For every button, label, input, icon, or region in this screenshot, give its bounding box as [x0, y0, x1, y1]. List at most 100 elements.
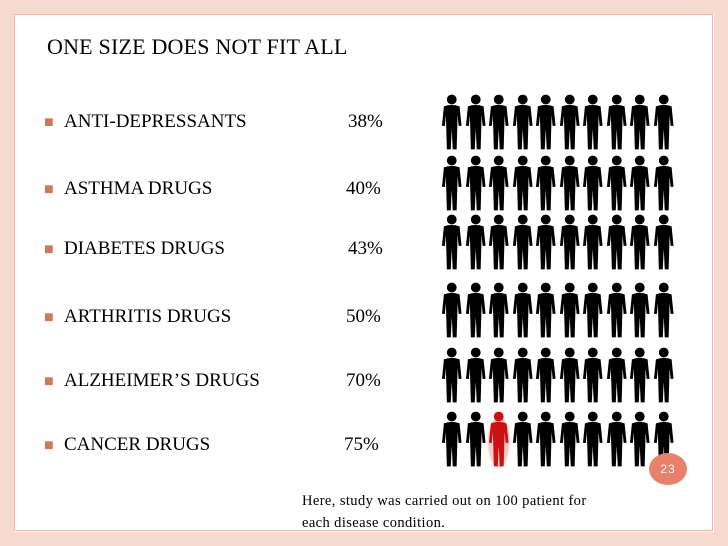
person-silhouette-icon — [629, 94, 650, 150]
inner-border-line — [14, 14, 713, 531]
person-silhouette-icon — [582, 214, 603, 270]
person-silhouette-icon — [441, 347, 462, 403]
people-row — [440, 281, 675, 339]
square-bullet-icon: ■ — [44, 373, 54, 390]
person-silhouette-icon — [629, 282, 650, 338]
person-silhouette-icon — [441, 282, 462, 338]
person-silhouette-icon — [606, 214, 627, 270]
row-diabetes-drugs: ■ DIABETES DRUGS — [44, 238, 225, 260]
person-silhouette-icon — [629, 155, 650, 211]
person-silhouette-icon — [606, 347, 627, 403]
row-anti-depressants: ■ ANTI-DEPRESSANTS — [44, 111, 247, 133]
person-silhouette-icon — [535, 347, 556, 403]
person-silhouette-icon — [465, 282, 486, 338]
person-silhouette-icon — [582, 94, 603, 150]
person-silhouette-icon — [535, 94, 556, 150]
person-silhouette-icon — [487, 411, 510, 468]
people-row — [440, 154, 675, 212]
person-silhouette-icon — [653, 282, 674, 338]
person-silhouette-icon — [512, 411, 533, 467]
square-bullet-icon: ■ — [44, 309, 54, 326]
person-silhouette-icon — [535, 411, 556, 467]
note-line: each disease condition. — [302, 515, 446, 531]
person-silhouette-icon — [488, 214, 509, 270]
row-label: CANCER DRUGS — [64, 434, 211, 455]
study-note: Here, study was carried out on 100 patie… — [302, 490, 587, 534]
row-label: DIABETES DRUGS — [64, 238, 225, 259]
person-silhouette-icon — [465, 214, 486, 270]
person-silhouette-icon — [653, 155, 674, 211]
page-number-badge: 23 — [649, 453, 687, 485]
person-silhouette-icon — [606, 411, 627, 467]
person-silhouette-icon — [559, 411, 580, 467]
border-right — [714, 0, 728, 546]
row-label: ASTHMA DRUGS — [64, 178, 213, 199]
people-row — [440, 346, 675, 404]
row-percent: 75% — [344, 434, 379, 455]
person-silhouette-icon — [606, 282, 627, 338]
person-silhouette-icon — [488, 282, 509, 338]
row-arthritis-drugs: ■ ARTHRITIS DRUGS — [44, 306, 231, 328]
row-percent: 38% — [348, 111, 383, 132]
row-percent: 50% — [346, 306, 381, 327]
row-label: ANTI-DEPRESSANTS — [64, 111, 247, 132]
border-top — [0, 0, 728, 14]
person-silhouette-icon — [535, 155, 556, 211]
person-silhouette-icon — [582, 155, 603, 211]
people-row — [440, 213, 675, 271]
border-bottom — [0, 532, 728, 546]
person-silhouette-icon — [653, 214, 674, 270]
person-silhouette-icon — [441, 94, 462, 150]
slide-title: ONE SIZE DOES NOT FIT ALL — [47, 34, 348, 59]
person-silhouette-icon — [559, 214, 580, 270]
person-silhouette-icon — [582, 411, 603, 467]
row-label: ARTHRITIS DRUGS — [64, 306, 232, 327]
person-silhouette-icon — [559, 155, 580, 211]
people-row — [440, 410, 675, 468]
person-silhouette-icon — [488, 94, 509, 150]
row-cancer-drugs: ■ CANCER DRUGS — [44, 434, 210, 456]
person-silhouette-icon — [488, 347, 509, 403]
person-silhouette-icon — [512, 282, 533, 338]
square-bullet-icon: ■ — [44, 114, 54, 131]
person-silhouette-icon — [582, 282, 603, 338]
person-silhouette-icon — [535, 214, 556, 270]
row-alzheimers-drugs: ■ ALZHEIMER’S DRUGS — [44, 370, 260, 392]
person-silhouette-icon — [629, 411, 650, 467]
square-bullet-icon: ■ — [44, 241, 54, 258]
person-silhouette-icon — [465, 155, 486, 211]
person-silhouette-icon — [653, 347, 674, 403]
person-silhouette-icon — [465, 94, 486, 150]
person-silhouette-icon — [512, 214, 533, 270]
square-bullet-icon: ■ — [44, 181, 54, 198]
person-silhouette-icon — [512, 155, 533, 211]
row-percent: 43% — [348, 238, 383, 259]
person-silhouette-icon — [606, 155, 627, 211]
person-silhouette-icon — [441, 155, 462, 211]
square-bullet-icon: ■ — [44, 437, 54, 454]
person-silhouette-icon — [512, 94, 533, 150]
person-silhouette-icon — [465, 347, 486, 403]
person-silhouette-icon — [653, 94, 674, 150]
person-silhouette-icon — [512, 347, 533, 403]
person-silhouette-icon — [465, 411, 486, 467]
row-percent: 70% — [346, 370, 381, 391]
people-row — [440, 93, 675, 151]
row-asthma-drugs: ■ ASTHMA DRUGS — [44, 178, 212, 200]
border-left — [0, 0, 14, 546]
person-silhouette-icon — [629, 347, 650, 403]
person-silhouette-icon — [606, 94, 627, 150]
person-silhouette-icon — [629, 214, 650, 270]
person-silhouette-icon — [559, 282, 580, 338]
person-silhouette-icon — [441, 214, 462, 270]
row-label: ALZHEIMER’S DRUGS — [64, 370, 260, 391]
person-silhouette-icon — [441, 411, 462, 467]
person-silhouette-icon — [559, 347, 580, 403]
person-silhouette-icon — [488, 155, 509, 211]
person-silhouette-icon — [559, 94, 580, 150]
note-line: Here, study was carried out on 100 patie… — [302, 493, 587, 509]
row-percent: 40% — [346, 178, 381, 199]
person-silhouette-icon — [535, 282, 556, 338]
person-silhouette-icon — [582, 347, 603, 403]
